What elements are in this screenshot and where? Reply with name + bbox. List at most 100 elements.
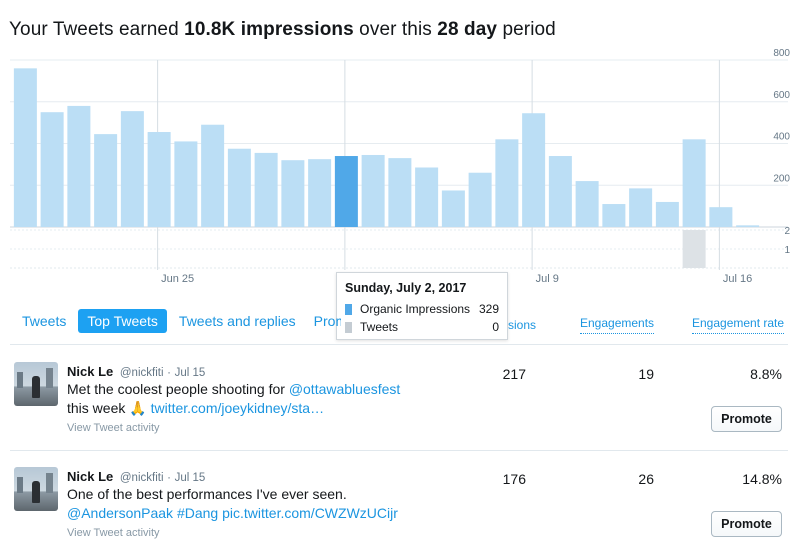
impression-bar xyxy=(575,181,599,227)
hashtag-link[interactable]: #Dang xyxy=(176,505,219,521)
tweet-author: Nick Le @nickfiti · Jul 15 xyxy=(67,364,205,379)
tweet-row[interactable]: Nick Le @nickfiti · Jul 15 Met the coole… xyxy=(0,362,800,462)
promote-button[interactable]: Promote xyxy=(711,511,782,537)
tooltip-label: Organic Impressions xyxy=(360,302,471,316)
tooltip-date: Sunday, July 2, 2017 xyxy=(345,281,467,295)
impression-bar xyxy=(548,156,572,227)
y-tick-label: 1 xyxy=(784,245,790,256)
mention-link[interactable]: @ottawabluesfest xyxy=(288,381,401,397)
engagement-rate-column-header[interactable]: Engagement rate xyxy=(692,316,785,334)
engagements-value: 26 xyxy=(638,471,654,487)
impression-bar xyxy=(174,141,198,227)
divider xyxy=(10,450,788,451)
engagements-value: 19 xyxy=(638,366,654,382)
impression-bar xyxy=(120,111,144,227)
impression-bar xyxy=(522,113,546,227)
title-suffix: period xyxy=(502,19,556,40)
tooltip-label: Tweets xyxy=(360,320,399,334)
divider xyxy=(10,344,788,345)
impression-bar xyxy=(308,159,332,227)
impressions-column-header[interactable]: Impressions xyxy=(508,318,536,334)
promote-button[interactable]: Promote xyxy=(711,406,782,432)
impression-bar xyxy=(201,124,225,227)
impression-bar xyxy=(40,112,64,227)
impression-bar xyxy=(227,148,251,227)
view-tweet-activity-link[interactable]: View Tweet activity xyxy=(67,422,160,434)
chart-tooltip: Sunday, July 2, 2017 Organic Impressions… xyxy=(336,272,508,340)
x-tick-label: Jul 16 xyxy=(723,273,752,285)
impression-bar xyxy=(629,188,653,227)
impression-bar xyxy=(655,201,679,227)
url-link[interactable]: pic.twitter.com/CWZWzUCijr xyxy=(222,505,398,521)
tab-promoted[interactable]: Promoted xyxy=(313,313,341,329)
impression-bar xyxy=(415,167,439,227)
x-tick-label: Jul 9 xyxy=(536,273,559,285)
impression-bar xyxy=(736,225,760,227)
view-tweet-activity-link[interactable]: View Tweet activity xyxy=(67,527,160,539)
impression-bar xyxy=(441,190,465,227)
engagement-rate-value: 14.8% xyxy=(742,471,782,487)
tooltip-value: 329 xyxy=(478,302,499,316)
impression-bar xyxy=(281,160,305,227)
tweets-swatch xyxy=(345,321,352,333)
tab-tweets-and-replies[interactable]: Tweets and replies xyxy=(178,313,296,329)
y-tick-label: 2 xyxy=(784,226,790,237)
page-title: Your Tweets earned 10.8K impressions ove… xyxy=(9,19,556,41)
x-tick-label: Jun 25 xyxy=(161,273,194,285)
tab-top-tweets[interactable]: Top Tweets xyxy=(78,309,167,333)
avatar[interactable] xyxy=(14,467,58,511)
title-middle: over this xyxy=(359,19,432,40)
y-tick-label: 200 xyxy=(773,173,790,184)
impression-bar xyxy=(682,139,706,227)
separator-dot: · xyxy=(167,472,171,484)
impression-bar xyxy=(13,68,37,227)
separator-dot: · xyxy=(167,367,171,379)
impression-bar xyxy=(468,172,492,227)
tweet-text: One of the best performances I've ever s… xyxy=(67,485,447,523)
impressions-total: 10.8K impressions xyxy=(184,19,354,40)
tweet-date[interactable]: Jul 15 xyxy=(174,367,206,379)
tweet-text-part: this week 🙏 xyxy=(67,400,151,416)
impression-bar xyxy=(334,156,358,227)
tweet-text: Met the coolest people shooting for @ott… xyxy=(67,380,447,418)
author-name[interactable]: Nick Le xyxy=(67,469,114,484)
avatar[interactable] xyxy=(14,362,58,406)
tweet-date[interactable]: Jul 15 xyxy=(174,472,206,484)
impression-bar xyxy=(361,154,385,227)
tweet-count-bar xyxy=(682,230,706,268)
y-tick-label: 600 xyxy=(773,90,790,101)
impression-bar xyxy=(147,132,171,227)
impressions-value: 176 xyxy=(502,471,526,487)
y-tick-label: 800 xyxy=(773,48,790,59)
impression-bar xyxy=(602,204,626,227)
tweet-row[interactable]: Nick Le @nickfiti · Jul 15 One of the be… xyxy=(0,467,800,545)
tooltip-row-impressions: Organic Impressions 329 xyxy=(345,300,499,318)
impression-bar xyxy=(94,134,118,227)
url-link[interactable]: twitter.com/joeykidney/sta… xyxy=(150,400,325,416)
mention-link[interactable]: @AndersonPaak xyxy=(67,505,174,521)
impression-bar xyxy=(67,105,91,227)
engagements-column-header[interactable]: Engagements xyxy=(580,316,655,334)
impression-bar xyxy=(388,158,412,227)
impression-bar xyxy=(495,139,519,227)
tweet-tabs: Tweets Top Tweets Tweets and replies Pro… xyxy=(13,309,341,333)
tweet-author: Nick Le @nickfiti · Jul 15 xyxy=(67,469,205,484)
impressions-value: 217 xyxy=(502,366,526,382)
impressions-column-clip: Impressions xyxy=(508,316,536,334)
impressions-chart: 200 400 600 800 1 2 Jun 25 Jul 9 Jul 16 xyxy=(10,48,790,285)
title-prefix: Your Tweets earned xyxy=(9,19,179,40)
impression-bar xyxy=(254,152,278,227)
tab-tweets[interactable]: Tweets xyxy=(22,313,67,329)
author-handle[interactable]: @nickfiti xyxy=(119,472,164,484)
tweet-text-part: Met the coolest people shooting for xyxy=(67,381,289,397)
impressions-swatch xyxy=(345,303,352,315)
author-handle[interactable]: @nickfiti xyxy=(119,367,164,379)
tooltip-value: 0 xyxy=(492,320,499,334)
period-length: 28 day xyxy=(437,19,498,40)
y-tick-label: 400 xyxy=(773,132,790,143)
engagement-rate-value: 8.8% xyxy=(750,366,782,382)
impression-bar xyxy=(709,207,733,227)
tweet-text-part: One of the best performances I've ever s… xyxy=(67,486,347,502)
author-name[interactable]: Nick Le xyxy=(67,364,114,379)
tooltip-row-tweets: Tweets 0 xyxy=(345,318,499,336)
